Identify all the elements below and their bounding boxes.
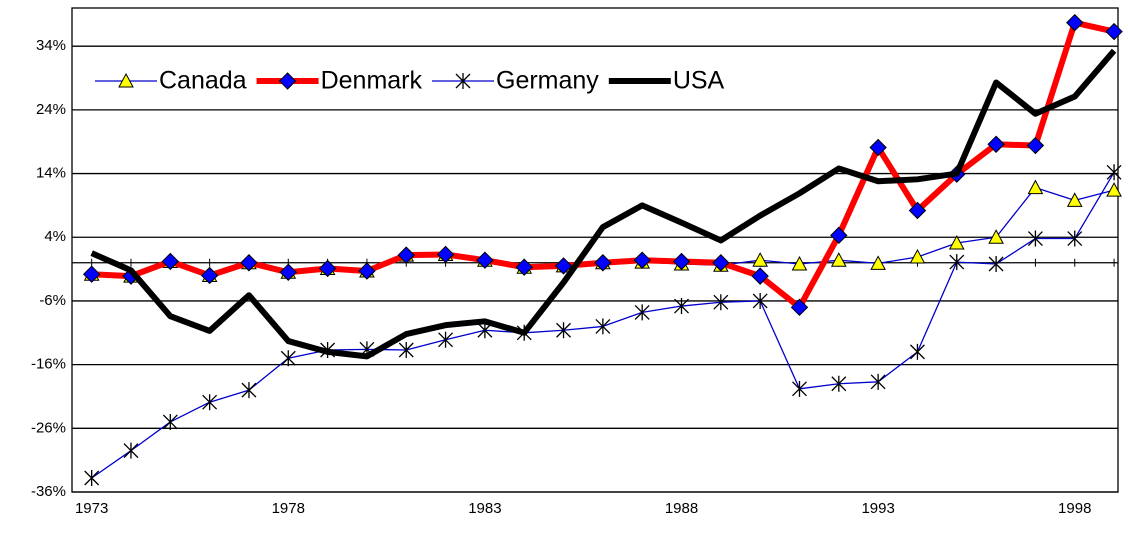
marker [988,229,1004,244]
marker [398,341,414,358]
marker [1027,179,1044,195]
legend: Canada Denmark Germany USA [95,67,725,95]
marker [455,73,471,89]
marker [870,255,886,270]
marker [1106,182,1122,197]
marker [752,292,768,309]
marker [84,469,100,486]
marker [869,138,887,157]
marker [200,266,219,285]
marker [908,201,927,220]
marker [1066,192,1083,207]
marker [1067,230,1083,247]
marker [476,251,494,269]
marker [909,343,925,360]
marker [712,254,730,272]
marker [162,413,178,430]
marker [790,298,809,317]
marker [1105,22,1123,41]
y-tick-label: -6% [39,292,66,309]
series-line [90,48,1117,360]
marker [831,375,847,392]
marker [280,350,296,367]
marker [123,442,139,459]
marker [792,380,807,397]
x-tick-label: 1993 [861,500,894,517]
legend-label: Canada [159,67,247,95]
marker [202,394,218,411]
marker [438,331,454,348]
marker [830,252,847,267]
marker [870,373,886,390]
marker [82,265,101,283]
marker [278,72,297,90]
marker [713,294,729,311]
marker [436,245,455,264]
marker [830,226,848,245]
marker [791,255,808,271]
marker [556,322,572,339]
x-tick-label: 1988 [665,500,698,517]
legend-label: Denmark [321,67,423,95]
x-tick-label: 1978 [272,500,305,517]
marker [279,263,297,281]
y-tick-label: 24% [36,101,66,118]
y-tick-label: -36% [31,483,66,500]
marker [358,262,376,280]
legend-label: Germany [496,67,599,95]
marker [161,252,180,271]
marker [1106,164,1122,181]
marker [515,258,533,276]
y-tick-label: 4% [44,228,66,245]
marker [1027,230,1043,247]
x-tick-label: 1983 [468,500,501,517]
legend-label: USA [673,67,725,95]
marker [948,234,965,250]
marker [988,256,1004,273]
marker [118,72,134,88]
marker [751,267,769,285]
x-tick-label: 1973 [75,500,108,517]
y-tick-label: -26% [31,419,66,436]
marker [672,252,691,271]
marker [674,298,689,315]
y-tick-label: 34% [36,37,66,54]
marker [752,252,768,267]
marker [1066,13,1084,32]
marker [397,246,415,264]
marker [633,251,651,269]
plot-border [71,7,1119,493]
y-tick-label: 14% [36,165,66,182]
marker [240,254,258,272]
x-tick-label: 1998 [1058,500,1091,517]
marker [909,248,926,264]
y-tick-label: -16% [31,356,66,373]
marker [594,254,612,272]
marker [949,254,965,271]
marker [241,382,257,399]
marker [554,257,573,275]
marker [987,135,1005,153]
marker [1026,136,1045,155]
marker [318,259,337,278]
marker [595,318,611,335]
marker [634,304,650,321]
